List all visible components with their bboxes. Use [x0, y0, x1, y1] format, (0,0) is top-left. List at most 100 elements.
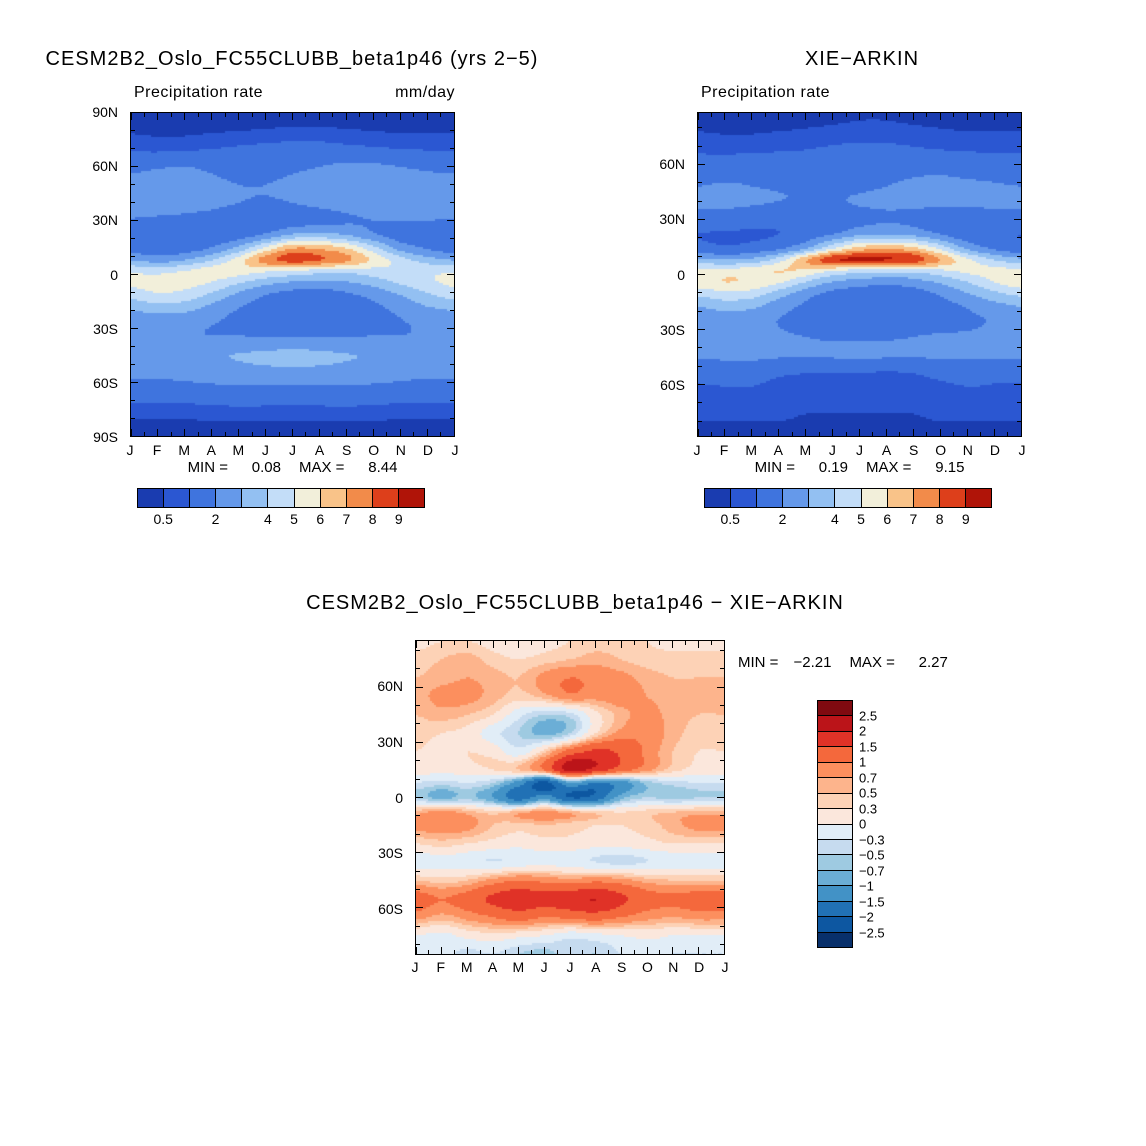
colorbar-tick-label: −0.3 — [859, 832, 885, 847]
x-tick-label: S — [908, 442, 919, 458]
y-tick-label: 0 — [110, 266, 118, 283]
y-tick-label: 30N — [92, 212, 118, 229]
colorbar-tick-label: 0.5 — [859, 785, 878, 801]
colorbar-tick-label: 2 — [778, 511, 787, 527]
colorbar-cell — [241, 488, 269, 508]
y-tick-label: 60N — [377, 678, 403, 695]
colorbar-cell — [834, 488, 862, 508]
colorbar-cell — [817, 931, 853, 948]
colorbar-cell — [860, 488, 888, 508]
model-colorbar-labels: 0.5 2 4 5 6 7 8 9 — [137, 511, 425, 527]
colorbar-tick-label: 7 — [909, 511, 918, 527]
obs-colorbar-labels: 0.5 2 4 5 6 7 8 9 — [704, 511, 992, 527]
colorbar-tick-label: 0 — [859, 816, 867, 832]
obs-contour-canvas — [698, 113, 1021, 436]
colorbar-tick-label: −2 — [859, 909, 874, 925]
colorbar-cell — [163, 488, 191, 508]
x-tick-label: N — [962, 442, 973, 458]
colorbar-tick-label: 9 — [394, 511, 403, 527]
colorbar-cell — [964, 488, 993, 508]
x-tick-label: M — [745, 442, 757, 458]
y-tick-label: 30N — [659, 211, 685, 228]
colorbar-tick-label: 1 — [859, 754, 867, 770]
diff-contour-plot — [415, 640, 725, 955]
x-tick-label: M — [799, 442, 812, 458]
min-value: −2.21 — [793, 654, 832, 671]
colorbar-tick-label: 8 — [935, 511, 944, 527]
obs-y-axis-labels: 60N 30N 0 30S 60S — [643, 112, 691, 437]
model-y-axis-labels: 90N 60N 30N 0 30S 60S 90S — [76, 104, 124, 445]
colorbar-tick-label: 2.5 — [859, 708, 878, 723]
x-tick-label: A — [487, 959, 498, 975]
max-value: 2.27 — [918, 654, 948, 671]
colorbar-tick-label: 2 — [859, 723, 867, 739]
x-tick-label: O — [935, 442, 947, 458]
colorbar-cell — [345, 488, 373, 508]
model-contour-canvas — [131, 113, 454, 436]
colorbar-cell — [756, 488, 784, 508]
colorbar-cell — [267, 488, 295, 508]
max-value: 9.15 — [935, 459, 965, 476]
x-tick-label: J — [289, 442, 296, 458]
x-tick-label: J — [540, 959, 548, 975]
y-tick-label: 30N — [377, 733, 403, 750]
colorbar-tick-label: −2.5 — [859, 925, 885, 940]
obs-axis-title: Precipitation rate — [701, 84, 831, 101]
x-tick-label: M — [460, 959, 473, 975]
colorbar-cell — [782, 488, 810, 508]
x-tick-label: J — [828, 442, 836, 458]
colorbar-tick-label: 5 — [290, 511, 298, 527]
min-value: 0.19 — [818, 459, 848, 476]
y-tick-label: 30S — [93, 320, 118, 337]
y-tick-label: 60N — [92, 158, 118, 175]
x-tick-label: F — [152, 442, 162, 458]
x-tick-label: J — [411, 959, 419, 975]
colorbar-tick-label: 5 — [857, 511, 865, 527]
x-tick-label: S — [341, 442, 352, 458]
max-value: 8.44 — [368, 459, 398, 476]
colorbar-tick-label: 8 — [368, 511, 377, 527]
x-tick-label: O — [642, 959, 653, 975]
x-tick-label: M — [512, 959, 525, 975]
colorbar-cell — [189, 488, 217, 508]
min-label: MIN = — [754, 459, 795, 476]
min-value: 0.08 — [251, 459, 281, 476]
colorbar-tick-label: 0.5 — [153, 511, 173, 527]
x-tick-label: J — [856, 442, 863, 458]
x-tick-label: A — [591, 959, 601, 975]
diff-contour-canvas — [416, 641, 724, 954]
y-tick-label: 60S — [93, 374, 118, 391]
y-tick-label: 60S — [660, 377, 685, 394]
model-minmax-readout: MIN = 0.08 MAX = 8.44 — [130, 459, 455, 476]
min-label: MIN = — [738, 654, 779, 671]
colorbar-cell — [938, 488, 966, 508]
y-tick-label: 30S — [660, 321, 685, 338]
colorbar-tick-label: 2 — [211, 511, 220, 527]
x-tick-label: F — [436, 959, 446, 975]
max-label: MAX = — [866, 459, 912, 476]
x-tick-label: D — [422, 442, 433, 458]
x-tick-label: A — [881, 442, 892, 458]
x-tick-label: N — [668, 959, 679, 975]
model-panel-title: CESM2B2_Oslo_FC55CLUBB_beta1p46 (yrs 2−5… — [45, 48, 539, 70]
colorbar-tick-label: 6 — [883, 511, 892, 527]
colorbar-cell — [912, 488, 940, 508]
max-label: MAX = — [299, 459, 345, 476]
y-tick-label: 90S — [93, 429, 118, 445]
y-tick-label: 30S — [378, 845, 403, 862]
x-tick-label: J — [721, 959, 729, 975]
obs-contour-plot — [697, 112, 1022, 437]
colorbar-cell — [808, 488, 836, 508]
x-tick-label: J — [261, 442, 269, 458]
colorbar-cell — [397, 488, 426, 508]
obs-minmax-readout: MIN = 0.19 MAX = 9.15 — [697, 459, 1022, 476]
diff-y-axis-labels: 60N 30N 0 30S 60S — [361, 640, 409, 955]
x-tick-label: A — [206, 442, 216, 458]
x-tick-label: D — [694, 959, 705, 975]
colorbar-cell — [319, 488, 347, 508]
diff-panel-title: CESM2B2_Oslo_FC55CLUBB_beta1p46 − XIE−AR… — [306, 592, 844, 614]
